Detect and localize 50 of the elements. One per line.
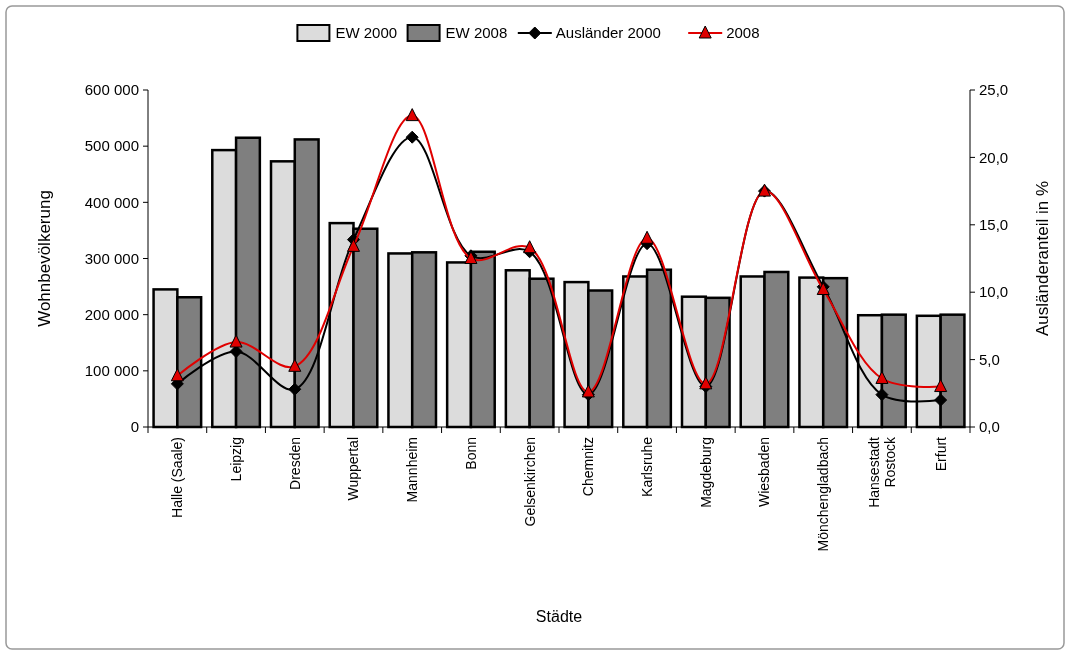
point <box>288 358 302 372</box>
x-tick-label: Leipzig <box>227 437 244 482</box>
x-tick-label: Wuppertal <box>345 437 362 501</box>
y2-tick-label: 15,0 <box>979 216 1009 234</box>
y-tick-label: 600 000 <box>84 81 139 99</box>
point <box>229 334 243 348</box>
legend-label: EW 2000 <box>335 24 398 42</box>
x-tick-label: Dresden <box>286 437 303 490</box>
point <box>288 382 302 396</box>
point <box>581 384 595 398</box>
point <box>640 230 654 244</box>
point <box>875 370 889 384</box>
point <box>405 130 419 144</box>
point <box>523 240 537 254</box>
y-tick-label: 300 000 <box>84 249 139 267</box>
y2-tick-label: 0,0 <box>979 418 1000 436</box>
y-tick-label: 200 000 <box>84 305 139 323</box>
x-tick-label: Hansestadt Rostock <box>865 436 898 508</box>
point <box>347 238 360 252</box>
x-tick-label: Erfurt <box>932 436 949 472</box>
point <box>934 393 948 407</box>
x-tick-label: Bonn <box>462 437 479 470</box>
point <box>875 388 889 402</box>
point <box>405 108 419 122</box>
x-tick-label: Karlsruhe <box>638 436 655 497</box>
x-tick-label: Halle (Saale) <box>169 437 186 518</box>
x-axis-title: Städte <box>535 608 583 625</box>
legend-label: EW 2008 <box>445 24 508 42</box>
x-tick-label: Mannheim <box>404 437 421 503</box>
y-tick-label: 500 000 <box>84 137 139 155</box>
x-tick-label: Wiesbaden <box>756 437 773 508</box>
point <box>934 379 948 393</box>
y-tick-label: 100 000 <box>84 362 139 380</box>
y2-tick-label: 20,0 <box>979 148 1009 166</box>
y2-axis-title: Ausländeranteil in % <box>1033 181 1052 336</box>
x-tick-label: Mönchengladbach <box>815 437 832 552</box>
y-axis-title: Wohnbevölkerung <box>35 190 54 327</box>
x-tick-label: Magdeburg <box>697 437 714 508</box>
y2-tick-label: 5,0 <box>979 350 1000 368</box>
point <box>229 345 243 359</box>
y2-tick-label: 25,0 <box>979 81 1009 99</box>
y-tick-label: 0 <box>130 418 139 436</box>
point <box>699 376 713 390</box>
y2-tick-label: 10,0 <box>979 283 1009 301</box>
legend-label: 2008 <box>726 24 760 42</box>
y-tick-label: 400 000 <box>84 193 139 211</box>
legend-label: Ausländer 2000 <box>555 24 661 42</box>
point <box>170 368 184 382</box>
x-tick-label: Gelsenkirchen <box>521 437 538 527</box>
x-tick-label: Chemnitz <box>580 437 597 497</box>
